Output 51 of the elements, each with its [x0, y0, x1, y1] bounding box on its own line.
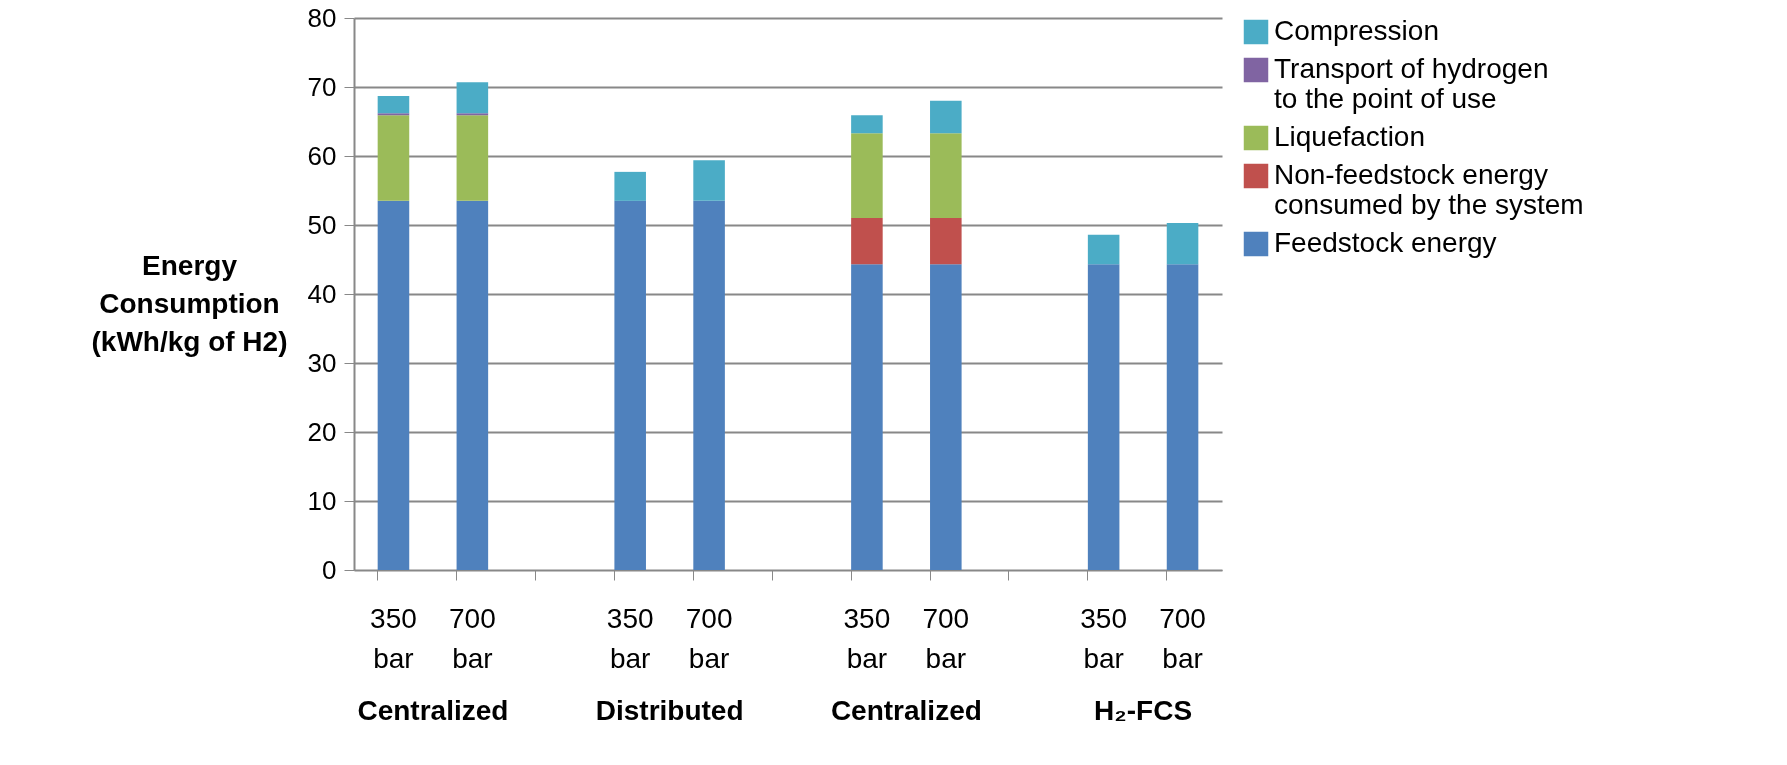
bar [851, 218, 883, 265]
bar [851, 133, 883, 219]
bar [1087, 264, 1120, 570]
text: H₂-FCS [1094, 695, 1193, 726]
text: Centralized [830, 695, 982, 726]
x-tick-label: 350 bar [606, 602, 654, 674]
y-tick-label: 30 [307, 347, 337, 378]
bar [377, 115, 410, 201]
text: Distributed [595, 695, 744, 726]
bar [1087, 234, 1120, 265]
bar [930, 218, 962, 265]
bar [456, 200, 489, 570]
x-tick-label: 350 bar [370, 602, 417, 674]
bar [930, 264, 962, 570]
y-tick-label: 0 [322, 554, 337, 585]
text: Centralized [357, 695, 509, 726]
bar [930, 133, 962, 219]
legend-label: Liquefaction [1274, 121, 1426, 152]
x-tick-label: 350 bar [1080, 602, 1127, 674]
y-tick-label: 50 [307, 209, 337, 240]
bar [614, 171, 646, 201]
bar [456, 115, 489, 201]
legend-label: Feedstock energy [1274, 227, 1497, 258]
bar [377, 95, 410, 114]
y-tick-label: 80 [307, 2, 337, 33]
bar [1166, 222, 1199, 265]
bar [693, 160, 725, 201]
bar [930, 100, 962, 134]
x-tick-label: 350 bar [843, 602, 891, 674]
y-tick-label: 70 [307, 71, 337, 102]
y-tick-label: 40 [307, 278, 337, 309]
y-tick-label: 10 [307, 485, 337, 516]
x-tick-label: 700 bar [685, 602, 733, 674]
bar [851, 264, 883, 570]
bar [456, 82, 489, 114]
y-tick-label: 60 [307, 140, 337, 171]
bar [693, 200, 725, 570]
bar [851, 115, 883, 134]
x-tick-label: 700 bar [922, 602, 970, 674]
bar [456, 113, 489, 116]
legend-label: Compression [1274, 15, 1439, 46]
bar [377, 200, 410, 570]
legend-label: Transport of hydrogen to the point of use [1274, 53, 1549, 114]
x-tick-label: 700 bar [1159, 602, 1206, 674]
bar [1166, 264, 1199, 570]
legend-label: Non-feedstock energy consumed by the system [1274, 159, 1584, 220]
bar [614, 200, 646, 570]
bar [377, 113, 410, 116]
y-axis-title: Energy Consumption (kWh/kg of H2) [91, 249, 288, 357]
y-tick-label: 20 [307, 416, 337, 447]
x-tick-label: 700 bar [449, 602, 496, 674]
